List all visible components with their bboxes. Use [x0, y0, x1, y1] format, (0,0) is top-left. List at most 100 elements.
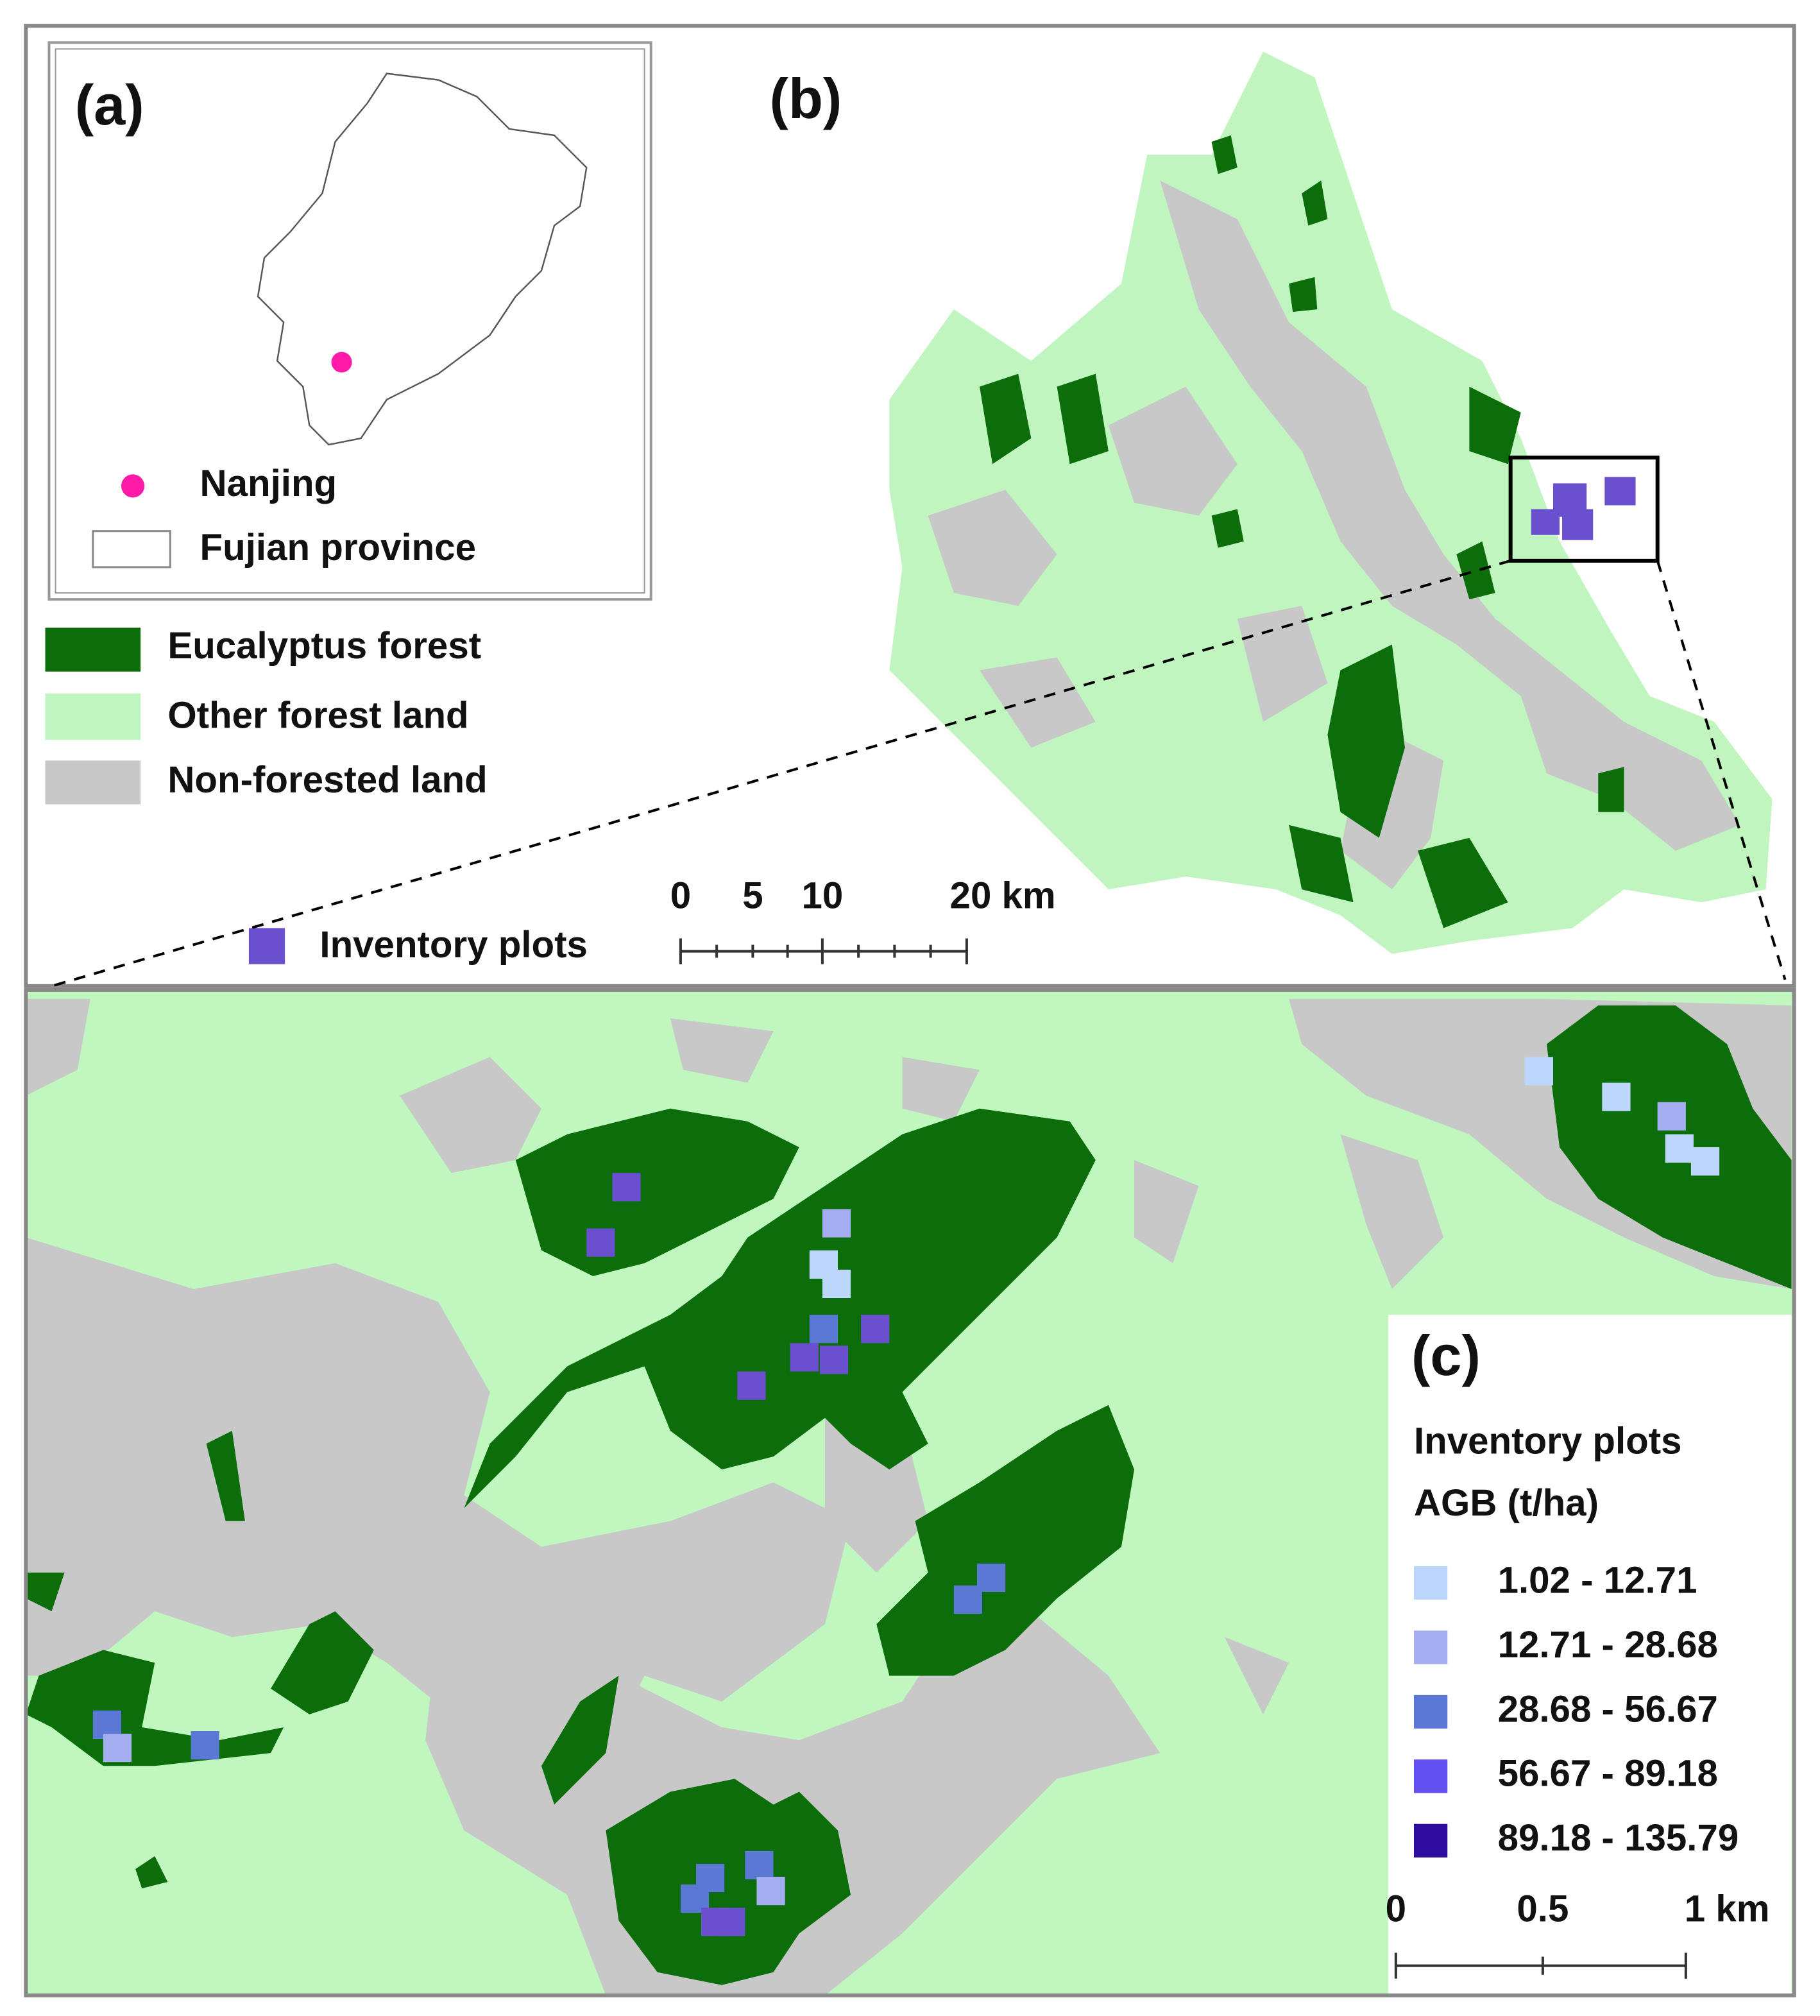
panel-b-map-shape-shape: [1604, 477, 1636, 506]
panel-b-map: (b): [770, 51, 1773, 954]
plot-markers-shape: [819, 1345, 849, 1374]
panel-c-map-shape-shape: [142, 1302, 258, 1418]
panel-b-map-shape-shape: [1211, 509, 1244, 548]
panel-c-map-shape-shape: [206, 1430, 245, 1521]
plot-markers-shape: [756, 1877, 785, 1906]
panel-b-map-shape: [979, 135, 1624, 928]
panel-label: (c): [1411, 1324, 1481, 1387]
panel-b-map-shape: [1531, 477, 1636, 540]
panel-c-map-shape-shape: [606, 1779, 851, 1985]
panel-c-legend-shape: [1414, 1566, 1448, 1600]
panel-a-inset-shape: [257, 73, 588, 446]
panel-b-map-shape-shape: [1289, 277, 1318, 312]
scale-label: 5: [742, 875, 763, 917]
scale-label: 0.5: [1517, 1888, 1569, 1930]
panel-b-map-shape-shape: [1562, 509, 1594, 540]
panel-c-legend-shape: [1414, 1824, 1448, 1858]
plot-markers-shape: [953, 1585, 983, 1614]
legend-label: Inventory plots: [319, 924, 588, 966]
panel-c-map-shape-shape: [464, 1108, 1096, 1508]
panel-c-map-shape-shape: [271, 1611, 374, 1714]
legend-label: Nanjing: [200, 463, 337, 504]
legend-class: 28.68 - 56.67: [1498, 1688, 1718, 1730]
panel-a-inset: (a) Nanjing Fujian province: [47, 41, 652, 601]
legend-title: AGB (t/ha): [1414, 1482, 1599, 1524]
panel-c-map-shape-shape: [1340, 1134, 1444, 1289]
plot-markers-shape: [1690, 1147, 1720, 1176]
panel-b-map-shape-shape: [1327, 644, 1405, 838]
panel-b-map-shape-shape: [979, 657, 1096, 748]
panel-b-map-shape-shape: [1418, 837, 1508, 928]
zoom-connector: [51, 559, 1787, 987]
panel-c-map-shape-shape: [26, 1650, 284, 1766]
panel-c-map-shape-shape: [902, 1057, 980, 1122]
panel-c-legend-shape: [1388, 1315, 1792, 1995]
plot-markers-shape: [790, 1343, 819, 1372]
panel-b-legend-shape: [679, 938, 968, 964]
panel-b-map-shape-shape: [979, 373, 1032, 465]
panel-c-map-shape-shape: [541, 1675, 619, 1805]
legend-label: Other forest land: [167, 694, 468, 736]
scale-label: 10: [801, 875, 843, 917]
panel-b-map-shape-shape: [928, 490, 1057, 606]
panel-c-legend-shape: [1414, 1759, 1448, 1793]
plot-markers-shape: [737, 1371, 766, 1400]
panel-b-map-shape: [928, 180, 1740, 890]
panel-c-frame: [24, 987, 1796, 1997]
panel-b-map-shape: [1508, 456, 1660, 563]
panel-c-legend-shape: [1414, 1695, 1448, 1729]
panel-label: (a): [75, 73, 144, 137]
scale-label: 1 km: [1685, 1888, 1770, 1930]
plot-markers-shape: [1665, 1134, 1694, 1163]
legend-class: 12.71 - 28.68: [1498, 1624, 1718, 1666]
plot-markers-shape: [612, 1173, 641, 1202]
panel-b-legend: Eucalyptus forest Other forest land Non-…: [45, 625, 1056, 966]
panel-b-map-shape-shape: [1237, 606, 1328, 722]
panel-b-map-shape-shape: [1469, 386, 1521, 465]
panel-b-legend-shape: [45, 628, 141, 672]
legend-label: Fujian province: [200, 527, 476, 568]
panel-c-map-shape-shape: [26, 1572, 65, 1612]
scale-label: 0: [1386, 1888, 1406, 1930]
plot-markers-shape: [822, 1269, 851, 1299]
panel-a-inset-shape: [331, 352, 352, 373]
panel-b-legend-shape: [45, 693, 141, 740]
panel-label: (b): [770, 67, 842, 130]
panel-b-map-shape-shape: [1160, 180, 1740, 851]
legend-label: Eucalyptus forest: [167, 625, 481, 667]
plot-markers-shape: [822, 1209, 851, 1238]
panel-b-map-shape-shape: [1598, 767, 1624, 812]
panel-c-map-shape-shape: [1224, 1637, 1289, 1714]
plot-markers-shape: [717, 1908, 745, 1936]
plot-markers: [92, 1057, 1720, 1936]
legend-class: 56.67 - 89.18: [1498, 1753, 1718, 1795]
legend-title: Inventory plots: [1414, 1420, 1682, 1462]
panel-c-map-shape-shape: [399, 1057, 541, 1174]
legend-label: Non-forested land: [167, 759, 487, 801]
scale-label: 0: [670, 875, 691, 917]
plot-markers-shape: [809, 1315, 838, 1344]
panel-c-legend-shape: [1414, 1630, 1448, 1664]
legend-class: 1.02 - 12.71: [1498, 1559, 1697, 1601]
panel-c-legend: (c) Inventory plots AGB (t/ha) 1.02 - 12…: [1386, 1315, 1792, 1995]
plot-markers-shape: [745, 1850, 774, 1880]
panel-c-map-shape-shape: [876, 1405, 1135, 1676]
panel-b-map-shape-shape: [1211, 135, 1237, 175]
panel-b-legend-shape: [248, 928, 285, 964]
panel-c-legend-shape: [1394, 1952, 1687, 1979]
panel-c-map-shape-shape: [135, 1856, 168, 1889]
plot-markers-shape: [861, 1315, 890, 1344]
panel-b-map-shape-shape: [1289, 824, 1354, 903]
plot-markers-shape: [586, 1228, 615, 1257]
panel-b-map-shape-shape: [1108, 386, 1237, 516]
panel-a-inset-shape: [92, 530, 171, 568]
panel-b-map-shape-shape: [1057, 373, 1109, 465]
panel-c-map-shape-shape: [1134, 1160, 1199, 1263]
legend-class: 89.18 - 135.79: [1498, 1817, 1739, 1859]
panel-a-inset-shape: [47, 41, 652, 601]
panel-b-map-shape-shape: [1456, 541, 1495, 600]
plot-markers-shape: [1524, 1057, 1553, 1086]
scale-label: 20 km: [950, 875, 1056, 917]
